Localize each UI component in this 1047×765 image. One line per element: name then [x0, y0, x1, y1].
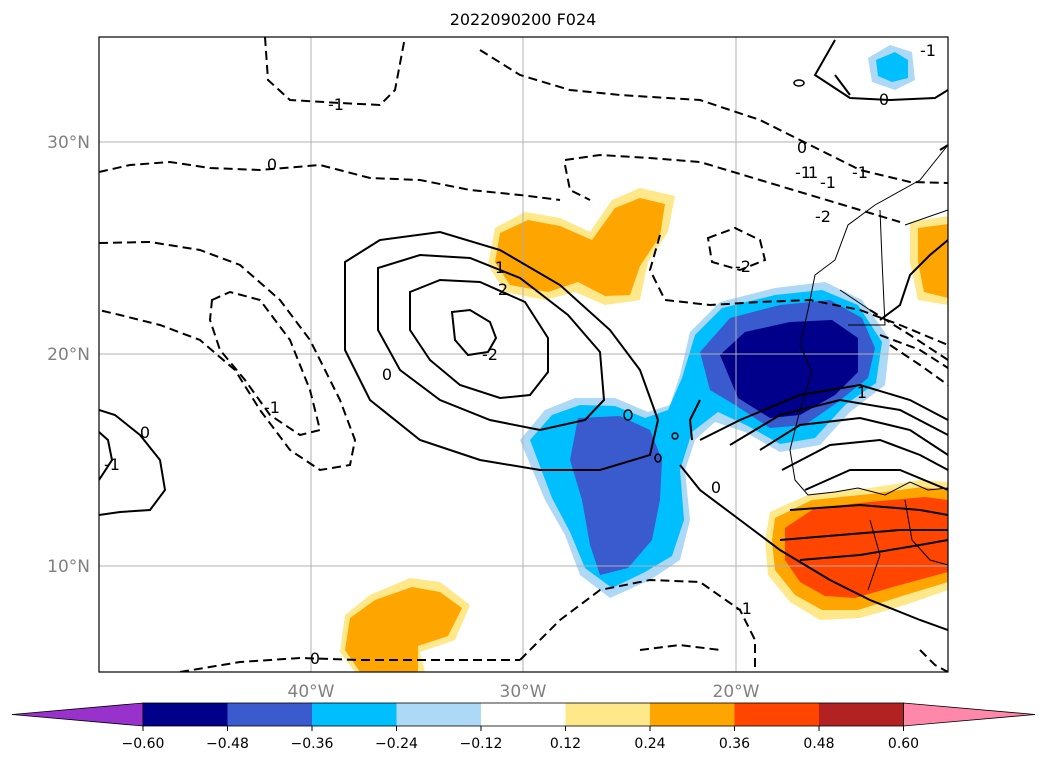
colorbar-tick-label: 0.12	[550, 736, 581, 752]
lon-label-40w: 40°W	[288, 682, 335, 702]
latitude-labels: 30°N 20°N 10°N	[47, 133, 90, 577]
colorbar-tick-label: −0.12	[460, 736, 503, 752]
contour-label: -1	[736, 599, 752, 618]
lat-label-30n: 30°N	[47, 133, 90, 153]
contour-label: -2	[735, 257, 751, 276]
dashed-contours	[99, 37, 948, 672]
contour-label: -1	[795, 163, 811, 182]
contour-label: -1	[104, 455, 120, 474]
colorbar-outline	[142, 702, 904, 727]
colorbar-segment	[565, 703, 651, 726]
positive-anomaly-east	[910, 216, 948, 305]
colorbar-tick-label: 0.36	[719, 736, 750, 752]
contour-label: 1	[495, 258, 505, 277]
colorbar-tick-label: 0.60	[888, 736, 919, 752]
contour-label: 0	[711, 478, 721, 497]
contour-label: -1	[328, 95, 344, 114]
longitude-labels: 40°W 30°W 20°W	[288, 682, 760, 702]
colorbar-segment	[227, 703, 313, 726]
colorbar-segment	[312, 703, 397, 726]
contour-label: 0	[879, 90, 889, 109]
colorbar-segment	[650, 703, 735, 726]
colorbar-tick-label: −0.24	[375, 736, 418, 752]
solid-contours	[99, 39, 948, 631]
colorbar-tick-label: −0.36	[291, 736, 334, 752]
lon-label-30w: 30°W	[500, 682, 547, 702]
colorbar-segment	[143, 703, 228, 726]
lat-label-10n: 10°N	[47, 557, 90, 577]
lon-label-20w: 20°W	[713, 682, 760, 702]
colorbar-tick-label: −0.60	[122, 736, 165, 752]
colorbar: −0.60 −0.48 −0.36 −0.24 −0.12 0.12 0.24 0.36 0.4…	[11, 702, 1036, 752]
contour-label: 0	[797, 138, 807, 157]
colorbar-extend-low	[11, 702, 144, 727]
negative-anomaly-northeast	[868, 45, 915, 90]
contour-label: -1	[820, 173, 836, 192]
map-plot-area: -1 0 -1 -1 0 1 2 -2 0 -2 -1 1 0 -1 -2 -1…	[99, 37, 948, 672]
colorbar-segment	[734, 703, 820, 726]
colorbar-extend-high	[903, 702, 1036, 727]
contour-label: -1	[852, 163, 868, 182]
contour-label: 0	[267, 155, 277, 174]
contour-label: 1	[857, 383, 867, 402]
contour-label: -1	[920, 41, 936, 60]
contour-label: -1	[264, 398, 280, 417]
country-border	[839, 209, 948, 591]
contour-label: 0	[140, 423, 150, 442]
negative-anomaly-main	[520, 282, 890, 598]
colorbar-tick-label: 0.24	[634, 736, 665, 752]
positive-anomaly-africa	[765, 480, 948, 620]
colorbar-tick-label: −0.48	[206, 736, 249, 752]
contour-label: 0	[382, 365, 392, 384]
contour-label: -2	[815, 207, 831, 226]
colorbar-segment	[819, 703, 904, 726]
map-title: 2022090200 F024	[450, 10, 597, 29]
lat-label-20n: 20°N	[47, 345, 90, 365]
colorbar-segment	[481, 703, 566, 726]
contour-label: 1	[808, 163, 818, 182]
contour-labels: -1 0 -1 -1 0 1 2 -2 0 -2 -1 1 0 -1 -2 -1…	[104, 41, 936, 668]
map-frame	[98, 36, 949, 673]
contour-fragments	[623, 79, 805, 463]
colorbar-tick-label: 0.48	[803, 736, 834, 752]
contour-label: 0	[310, 649, 320, 668]
positive-anomaly-southwest	[340, 578, 470, 672]
contour-label: 2	[498, 280, 508, 299]
colorbar-segment	[396, 703, 482, 726]
contour-label: -2	[482, 345, 498, 364]
